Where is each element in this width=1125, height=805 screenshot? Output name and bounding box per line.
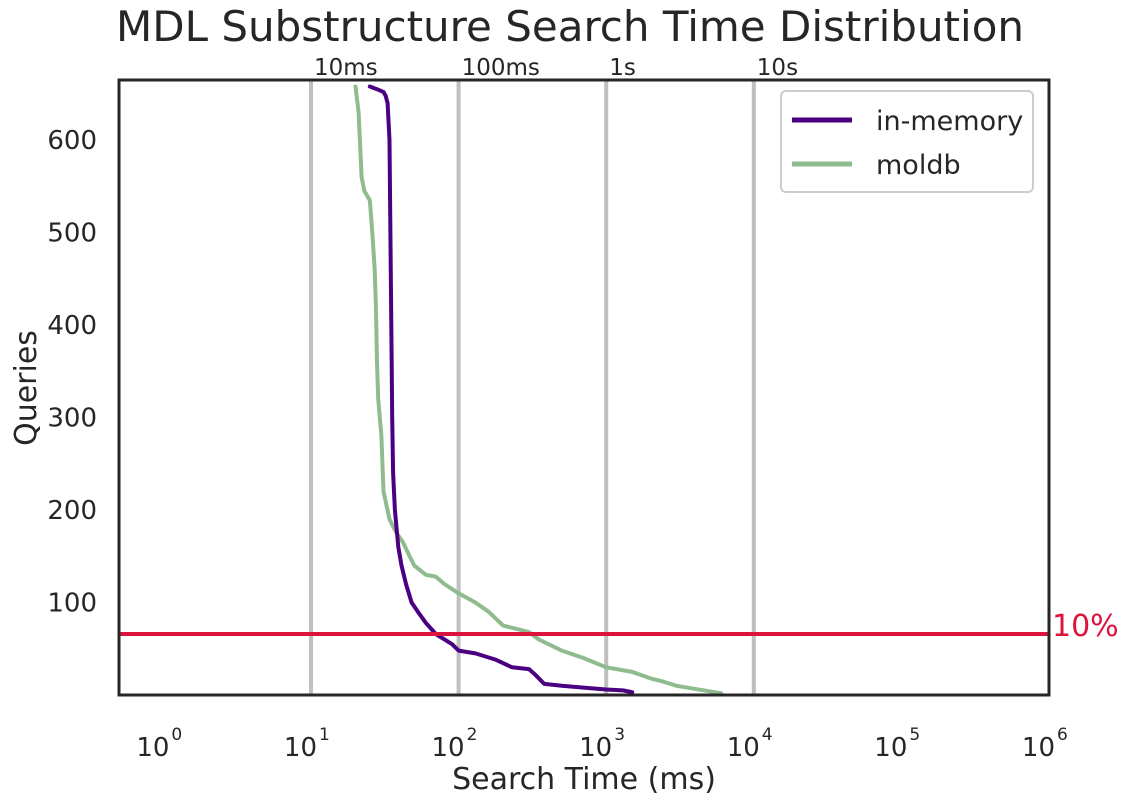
- y-axis-ticks: 100 200 300 400 500 600: [47, 126, 97, 618]
- reference-label-1s: 1s: [609, 55, 636, 81]
- x-tick-exponent: 3: [614, 725, 625, 745]
- x-tick-label: 10: [727, 733, 760, 763]
- y-axis-label: Queries: [9, 330, 44, 446]
- legend: in-memory moldb: [780, 90, 1034, 193]
- x-tick-label: 10: [432, 733, 465, 763]
- x-tick-label: 10: [136, 733, 169, 763]
- reference-label-10ms: 10ms: [314, 55, 378, 81]
- threshold: 10%: [119, 609, 1119, 644]
- series-line-moldb: [353, 84, 724, 696]
- x-tick-label: 10: [874, 733, 907, 763]
- x-tick-exponent: 2: [467, 725, 478, 745]
- x-axis-ticks: 10 0 10 1 10 2 10 3 10 4 10 5 10 6: [136, 725, 1067, 763]
- legend-box: [780, 90, 1034, 193]
- reference-label-10s: 10s: [757, 55, 798, 81]
- chart-title: MDL Substructure Search Time Distributio…: [116, 2, 1024, 51]
- x-tick-exponent: 5: [909, 725, 920, 745]
- series-lines: [353, 84, 724, 696]
- y-tick-label: 300: [47, 404, 97, 434]
- series-line-in-memory: [367, 84, 635, 695]
- x-tick-exponent: 1: [319, 725, 330, 745]
- x-tick-exponent: 6: [1057, 725, 1068, 745]
- legend-label-moldb: moldb: [876, 150, 961, 181]
- x-tick-label: 10: [579, 733, 612, 763]
- y-tick-label: 100: [47, 589, 97, 619]
- y-tick-label: 200: [47, 496, 97, 526]
- x-axis-label: Search Time (ms): [452, 762, 716, 797]
- y-tick-label: 500: [47, 219, 97, 249]
- x-tick-label: 10: [1022, 733, 1055, 763]
- y-tick-label: 400: [47, 311, 97, 341]
- y-tick-label: 600: [47, 126, 97, 156]
- plot-frame: [117, 78, 1051, 697]
- x-tick-exponent: 0: [171, 725, 182, 745]
- x-tick-exponent: 4: [762, 725, 773, 745]
- reference-label-100ms: 100ms: [462, 55, 540, 81]
- reference-lines: 10ms 100ms 1s 10s: [309, 55, 798, 695]
- threshold-label: 10%: [1052, 609, 1119, 644]
- x-tick-label: 10: [284, 733, 317, 763]
- legend-label-in-memory: in-memory: [876, 106, 1023, 137]
